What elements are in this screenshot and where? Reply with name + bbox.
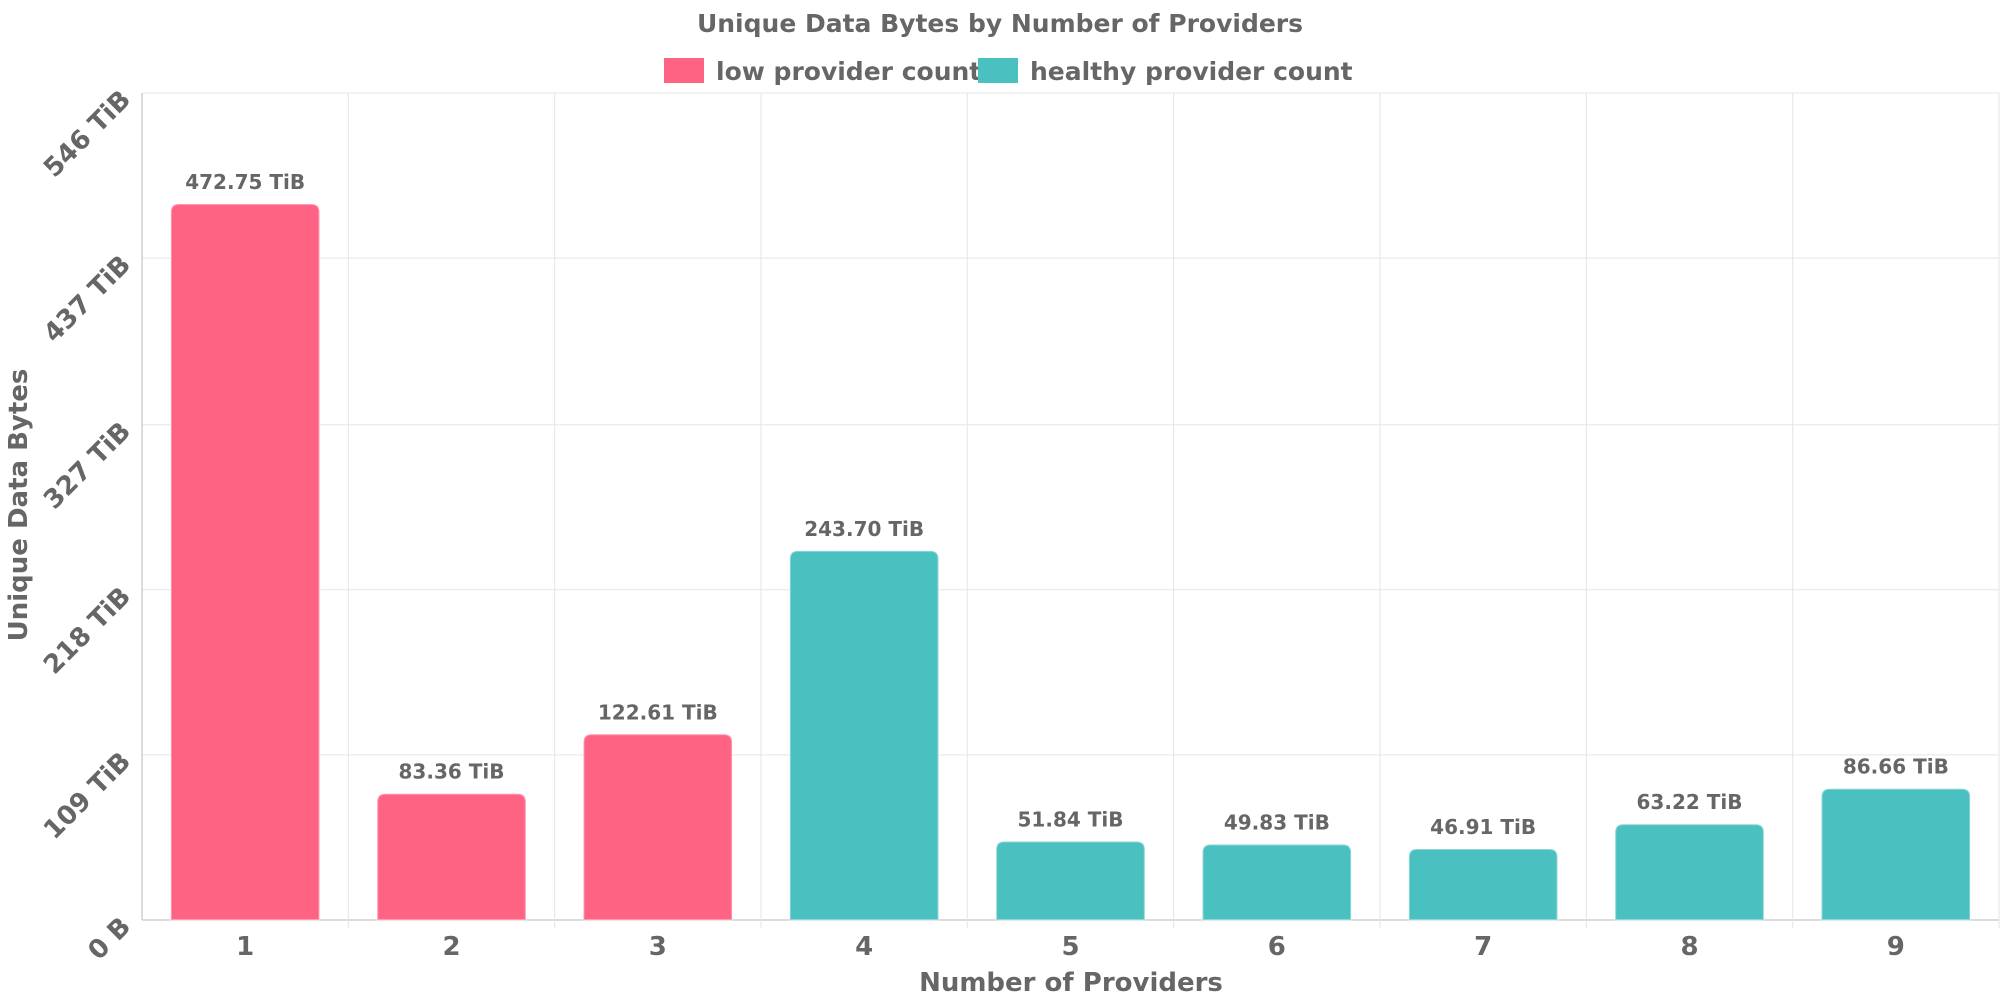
- x-tick-label-3: 3: [649, 932, 667, 962]
- data-label-2: 83.36 TiB: [399, 760, 505, 784]
- x-tick-label-8: 8: [1680, 932, 1698, 962]
- x-tick-label-6: 6: [1268, 932, 1286, 962]
- x-tick-label-7: 7: [1474, 932, 1492, 962]
- bar-4[interactable]: [788, 549, 940, 921]
- x-tick-label-4: 4: [855, 932, 873, 962]
- x-tick-label-9: 9: [1887, 932, 1905, 962]
- data-label-6: 49.83 TiB: [1224, 811, 1330, 835]
- bars: [169, 202, 1972, 921]
- y-tick-label: 327 TiB: [38, 416, 137, 515]
- y-tick-label: 218 TiB: [38, 582, 137, 681]
- legend-swatch-low[interactable]: [664, 58, 704, 83]
- x-tick-label-5: 5: [1061, 932, 1079, 962]
- data-label-8: 63.22 TiB: [1637, 790, 1743, 814]
- y-tick-label: 546 TiB: [38, 85, 137, 184]
- data-label-7: 46.91 TiB: [1430, 815, 1536, 839]
- data-label-4: 243.70 TiB: [804, 517, 924, 541]
- bar-9[interactable]: [1820, 787, 1972, 921]
- y-axis-title: Unique Data Bytes: [4, 369, 34, 642]
- bar-2[interactable]: [376, 792, 527, 921]
- data-label-3: 122.61 TiB: [598, 700, 718, 724]
- x-axis-ticks: 1 2 3 4 5 6 7 8 9: [236, 932, 1905, 962]
- legend-label-low[interactable]: low provider count: [716, 57, 981, 86]
- bar-6[interactable]: [1201, 843, 1353, 921]
- data-label-5: 51.84 TiB: [1018, 807, 1124, 831]
- data-label-9: 86.66 TiB: [1843, 755, 1949, 779]
- legend-label-healthy[interactable]: healthy provider count: [1030, 57, 1353, 86]
- y-tick-label: 0 B: [83, 912, 137, 966]
- bar-3[interactable]: [582, 733, 734, 921]
- legend-swatch-healthy[interactable]: [978, 58, 1018, 83]
- x-axis-title: Number of Providers: [919, 968, 1223, 998]
- x-tick-label-2: 2: [442, 932, 460, 962]
- bar-1[interactable]: [169, 202, 321, 921]
- y-tick-label: 109 TiB: [38, 747, 137, 846]
- data-labels: 472.75 TiB 83.36 TiB 122.61 TiB 243.70 TiB 5…: [185, 170, 1949, 839]
- grid-lines: [141, 92, 2000, 928]
- x-tick-label-1: 1: [236, 932, 254, 962]
- bar-7[interactable]: [1407, 847, 1559, 921]
- bar-8[interactable]: [1614, 823, 1765, 921]
- chart-legend: low provider count healthy provider coun…: [664, 57, 1353, 86]
- bar-5[interactable]: [995, 840, 1146, 921]
- y-axis-ticks: 0 B 109 TiB 218 TiB 327 TiB 437 TiB 546 TiB: [38, 85, 137, 966]
- data-label-1: 472.75 TiB: [185, 170, 305, 194]
- chart-title: Unique Data Bytes by Number of Providers: [697, 9, 1303, 38]
- y-tick-label: 437 TiB: [38, 250, 137, 349]
